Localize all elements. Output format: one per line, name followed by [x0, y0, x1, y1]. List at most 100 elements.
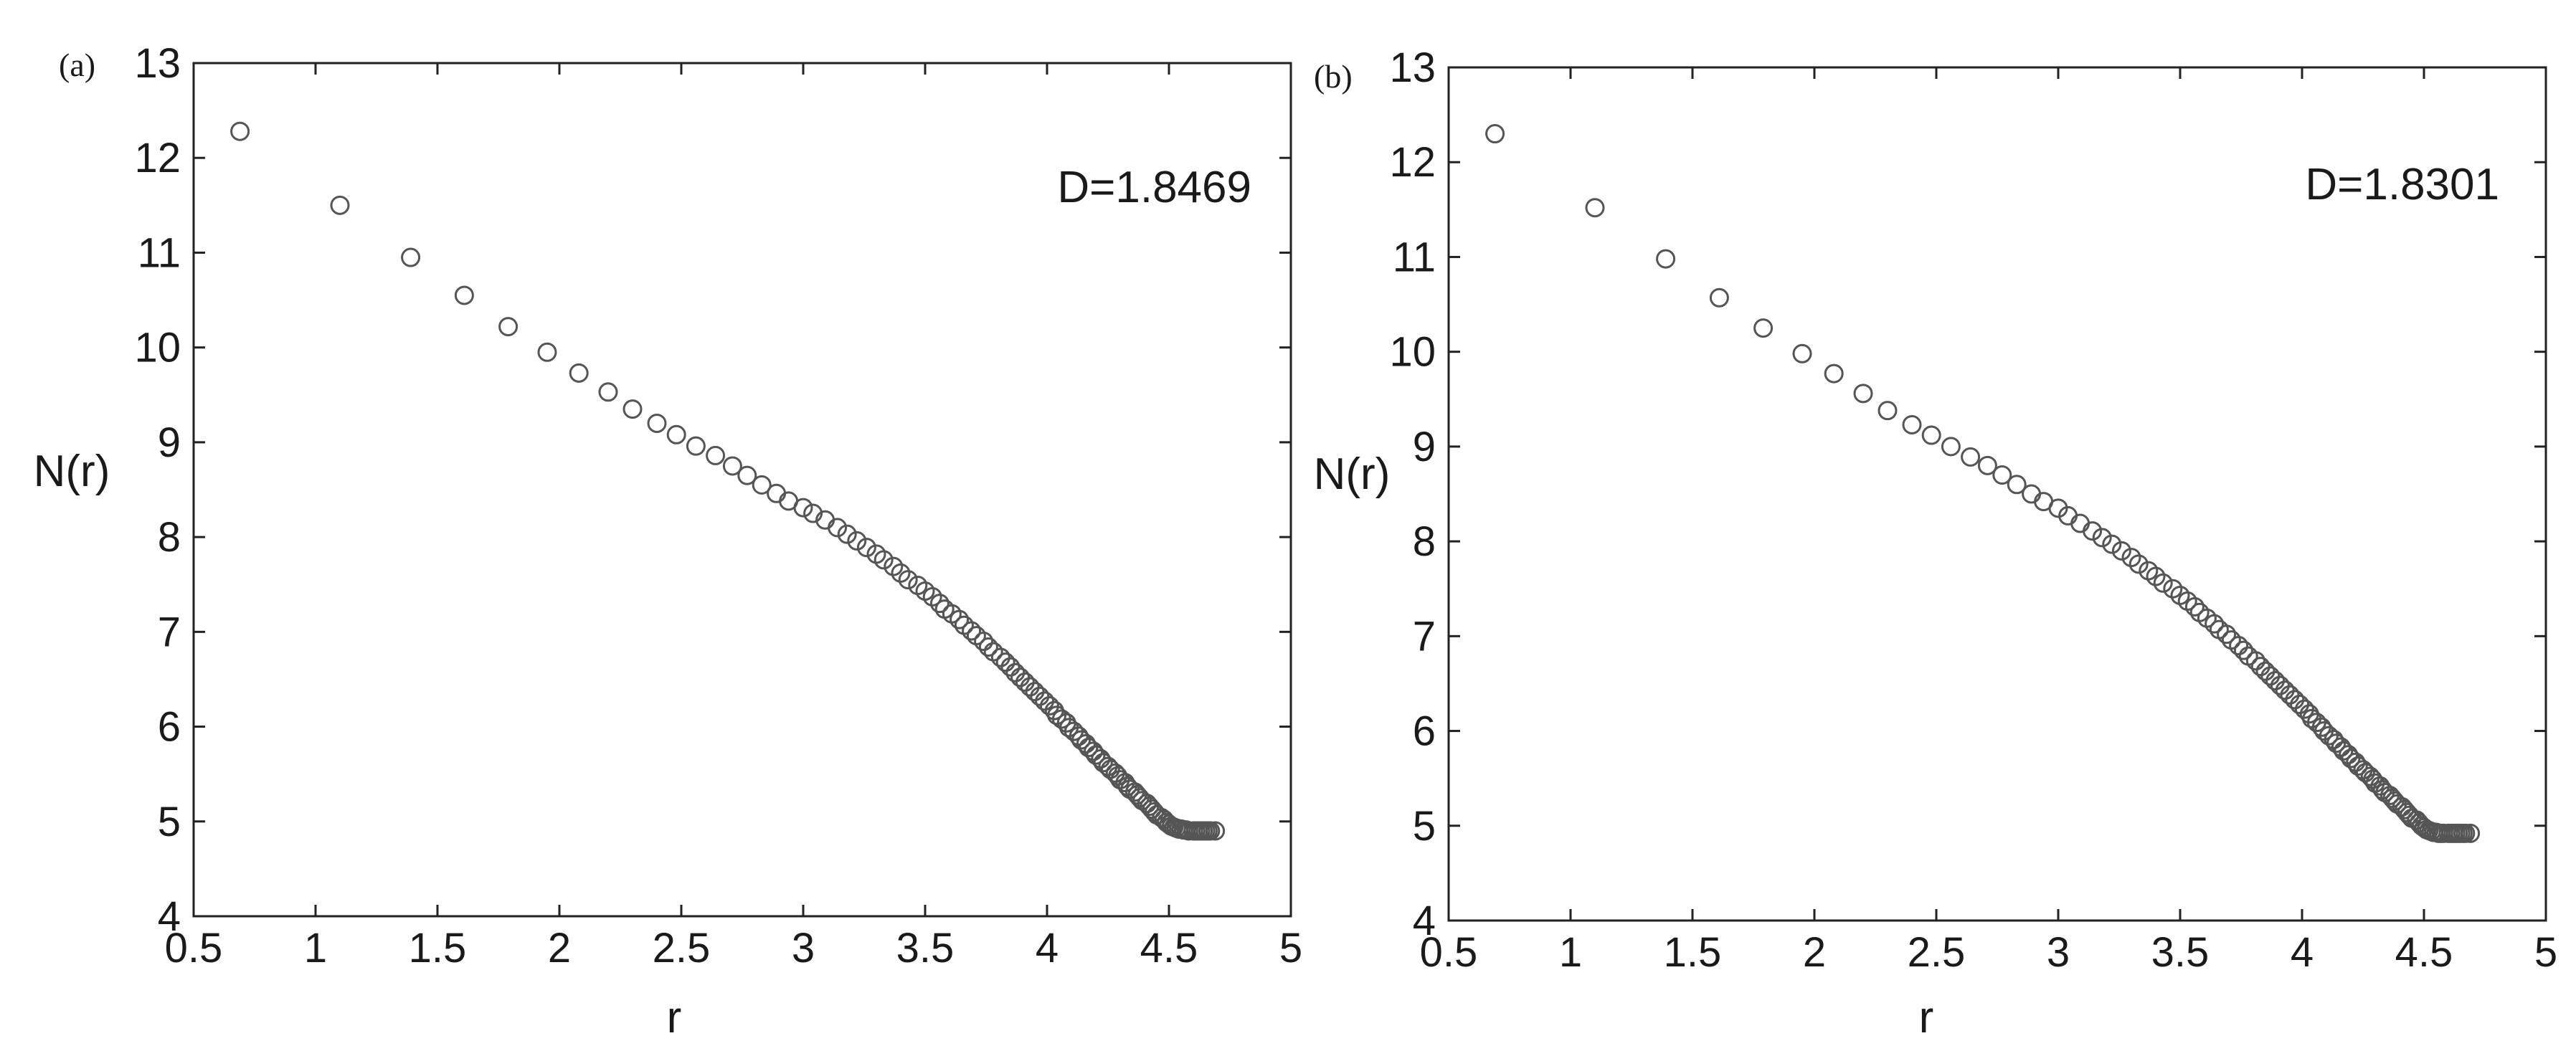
y-tick-label: 12	[1389, 139, 1436, 186]
data-point	[1921, 425, 1941, 445]
data-point	[856, 538, 876, 558]
x-tick-label: 3.5	[896, 925, 955, 971]
data-point	[2070, 513, 2090, 533]
data-point	[2153, 573, 2173, 593]
x-tick-label: 2.5	[653, 925, 711, 971]
data-point	[1824, 363, 1844, 384]
data-point	[2255, 661, 2276, 681]
x-axis-label: r	[1919, 993, 1934, 1042]
x-axis-label: r	[667, 993, 682, 1042]
data-point	[803, 503, 823, 523]
x-tick-label: 5	[2534, 929, 2557, 976]
data-point	[929, 594, 950, 614]
panel-label: (a)	[59, 47, 95, 83]
ticks: 0.5 1 1.5 2 2.5 3 3.5 4 4.5 5 4 5 6 7 8 9 10 11 12 13	[1389, 44, 2557, 976]
y-tick-label: 11	[1393, 234, 1436, 280]
data-point	[1005, 662, 1026, 683]
data-point	[1656, 249, 1676, 269]
x-tick-label: 2	[548, 925, 571, 971]
y-tick-label: 9	[1413, 424, 1436, 470]
fractal-dimension-annotation: D=1.8469	[1057, 163, 1251, 212]
x-tick-label: 1	[304, 925, 327, 971]
x-tick-label: 4.5	[2395, 929, 2453, 976]
data-point	[2128, 554, 2149, 574]
y-tick-label: 4	[158, 893, 181, 940]
data-point	[454, 285, 474, 305]
y-tick-label: 4	[1413, 898, 1436, 944]
data-point	[793, 498, 813, 518]
y-tick-label: 10	[134, 325, 181, 371]
data-point	[2275, 680, 2295, 700]
data-point	[1010, 667, 1031, 688]
data-point	[2229, 636, 2249, 656]
x-tick-label: 1	[1559, 929, 1582, 976]
y-tick-label: 11	[138, 229, 181, 276]
data-point	[2111, 541, 2131, 561]
data-point	[737, 465, 757, 485]
data-point	[569, 363, 589, 383]
data-point	[2265, 670, 2286, 690]
y-axis-label: N(r)	[34, 447, 110, 496]
data-point	[2083, 521, 2103, 541]
x-tick-label: 4	[1036, 925, 1059, 971]
data-point	[2270, 675, 2290, 695]
y-tick-label: 7	[158, 609, 181, 655]
data-point	[1035, 691, 1055, 711]
data-point	[1030, 686, 1050, 706]
x-tick-label: 1.5	[409, 925, 467, 971]
data-point	[2250, 657, 2270, 677]
data-point	[1961, 447, 1981, 467]
data-point	[1585, 198, 1605, 218]
data-point	[1025, 682, 1045, 702]
data-point	[1201, 821, 1221, 841]
data-point	[2285, 690, 2305, 710]
y-tick-label: 8	[158, 514, 181, 561]
data-point	[2280, 685, 2300, 705]
y-tick-label: 13	[134, 40, 181, 87]
data-point	[537, 342, 557, 362]
data-point	[722, 456, 742, 476]
x-tick-label: 4	[2291, 929, 2314, 976]
data-point	[1015, 672, 1035, 692]
data-point	[2092, 528, 2112, 548]
data-point	[767, 483, 787, 503]
data-point	[2205, 614, 2225, 634]
data-point	[647, 413, 667, 433]
data-point	[898, 570, 918, 590]
data-point	[974, 632, 994, 652]
data-point	[752, 475, 772, 495]
y-tick-label: 13	[1389, 44, 1436, 91]
data-point	[1485, 124, 1505, 144]
data-point	[950, 609, 970, 629]
plot-frame	[192, 62, 1292, 918]
data-point	[401, 247, 421, 267]
data-point	[962, 621, 982, 641]
x-tick-label: 0.5	[165, 925, 223, 971]
x-tick-label: 2	[1803, 929, 1826, 976]
data-point	[686, 436, 706, 456]
y-tick-label: 6	[158, 704, 181, 751]
data-point	[1020, 677, 1040, 697]
x-tick-label: 4.5	[1140, 925, 1198, 971]
data-point	[1792, 343, 1812, 363]
data-point	[2461, 823, 2481, 843]
data-points	[1485, 124, 2481, 843]
y-axis-label: N(r)	[1314, 450, 1391, 499]
x-tick-label: 0.5	[1420, 929, 1478, 976]
data-point	[230, 121, 250, 141]
data-points	[230, 121, 1226, 841]
data-point	[2290, 695, 2310, 715]
data-point	[828, 518, 848, 538]
y-tick-label: 9	[158, 419, 181, 466]
plot-frame	[1447, 66, 2547, 922]
y-tick-label: 12	[134, 135, 181, 181]
data-point	[498, 317, 518, 337]
data-point	[598, 382, 618, 402]
x-tick-label: 1.5	[1664, 929, 1722, 976]
data-point	[622, 399, 643, 419]
x-tick-label: 5	[1279, 925, 1302, 971]
data-point	[1902, 414, 1922, 434]
x-tick-label: 2.5	[1908, 929, 1966, 976]
data-point	[2260, 666, 2281, 686]
